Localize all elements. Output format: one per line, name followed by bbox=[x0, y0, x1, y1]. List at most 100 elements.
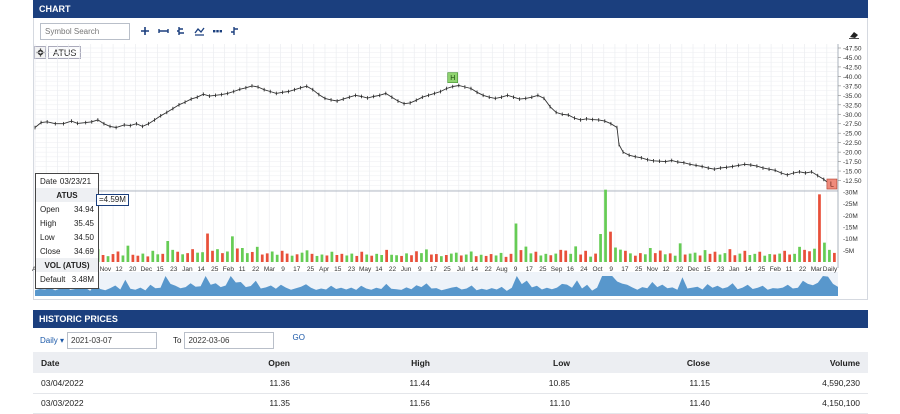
x-tick-label: Jan bbox=[182, 266, 193, 273]
volume-bar bbox=[469, 251, 473, 262]
price-tick-label: -25.00 bbox=[843, 131, 862, 138]
x-tick-label: Jun bbox=[401, 266, 412, 273]
volume-bar bbox=[773, 254, 777, 262]
x-tick-label: 22 bbox=[389, 266, 397, 273]
x-tick-label: 16 bbox=[567, 266, 575, 273]
volume-bar bbox=[624, 250, 627, 262]
volume-bar bbox=[668, 253, 672, 262]
volume-bar bbox=[673, 255, 677, 262]
period-dropdown[interactable]: Daily ▾ bbox=[40, 336, 64, 345]
volume-bar bbox=[156, 254, 160, 262]
volume-bar bbox=[808, 251, 811, 262]
volume-bar bbox=[325, 255, 329, 262]
volume-bar bbox=[449, 253, 453, 262]
dots-icon[interactable] bbox=[208, 23, 226, 40]
volume-bar bbox=[693, 252, 697, 262]
price-tick-label: -27.50 bbox=[843, 121, 862, 128]
x-tick-label: Oct bbox=[593, 266, 603, 273]
volume-bar bbox=[678, 243, 682, 262]
x-axis: Apr24Oct1422Nov1220Dec1523Jan1425Feb1122… bbox=[32, 266, 838, 273]
volume-bar bbox=[569, 253, 573, 262]
x-tick-label: Nov bbox=[100, 266, 112, 273]
ohlc-alt-icon[interactable] bbox=[226, 23, 244, 40]
volume-bar bbox=[101, 255, 105, 262]
volume-bar bbox=[221, 253, 224, 262]
from-date-input[interactable] bbox=[67, 331, 158, 349]
volume-bar bbox=[614, 247, 617, 262]
column-header-close[interactable]: Close bbox=[578, 352, 718, 373]
volume-tick-label: -10M bbox=[843, 236, 858, 243]
volume-bar bbox=[245, 253, 249, 262]
volume-bar bbox=[355, 255, 359, 262]
chart-grid bbox=[34, 44, 839, 268]
volume-bar bbox=[549, 255, 553, 262]
cell-high: 11.44 bbox=[298, 373, 438, 394]
eraser-icon[interactable] bbox=[848, 26, 860, 39]
price-chart[interactable]: -47.50 -45.00 -42.50 -40.00 -37.50 -35.00 -32.… bbox=[0, 0, 900, 300]
volume-bar bbox=[634, 255, 637, 262]
symbol-search-input[interactable] bbox=[40, 22, 130, 40]
volume-bar bbox=[599, 234, 602, 262]
tooltip-value: 34.94 bbox=[73, 204, 94, 214]
historic-prices-table: Date Open High Low Close Volume 03/04/20… bbox=[33, 352, 868, 414]
x-tick-label: 25 bbox=[444, 266, 452, 273]
table-header-row: Date Open High Low Close Volume bbox=[33, 352, 868, 373]
column-header-low[interactable]: Low bbox=[438, 352, 578, 373]
ohlc-tooltip: Date 03/23/21 ATUS Open 34.94 High 35.45 L… bbox=[35, 173, 99, 289]
x-tick-label: 23 bbox=[717, 266, 725, 273]
volume-axis: -30M -25M -20M -15M -10M -5M bbox=[843, 190, 858, 255]
x-tick-label: 23 bbox=[170, 266, 178, 273]
volume-tick-label: -5M bbox=[843, 248, 854, 255]
table-row: 03/03/2022 11.35 11.56 11.10 11.40 4,150… bbox=[33, 393, 868, 414]
volume-bar bbox=[619, 249, 622, 262]
volume-bar bbox=[275, 254, 279, 262]
column-header-open[interactable]: Open bbox=[158, 352, 298, 373]
chart-frame bbox=[33, 18, 868, 300]
volume-bar bbox=[529, 253, 533, 262]
volume-bar bbox=[638, 253, 642, 262]
price-series bbox=[34, 83, 837, 188]
volume-bar bbox=[519, 250, 523, 262]
x-tick-label: Aug bbox=[496, 266, 508, 273]
volume-bar bbox=[295, 254, 299, 262]
x-tick-label: Feb bbox=[770, 266, 782, 273]
volume-bar bbox=[778, 253, 782, 262]
price-tick-label: -47.50 bbox=[843, 46, 862, 53]
x-tick-label: 25 bbox=[635, 266, 643, 273]
volume-bar bbox=[474, 256, 478, 262]
x-tick-label: 14 bbox=[197, 266, 205, 273]
x-tick-label: 22 bbox=[252, 266, 260, 273]
volume-bar bbox=[300, 252, 304, 262]
volume-bar bbox=[305, 250, 309, 262]
tooltip-value: 35.45 bbox=[73, 218, 94, 228]
volume-bar bbox=[494, 255, 498, 262]
volume-bar bbox=[240, 248, 244, 262]
x-tick-label: 9 bbox=[609, 266, 613, 273]
volume-bar bbox=[534, 251, 538, 262]
x-tick-label: 22 bbox=[676, 266, 684, 273]
x-tick-label: 25 bbox=[539, 266, 547, 273]
volume-bar bbox=[509, 253, 513, 262]
ohlc-icon[interactable] bbox=[172, 23, 190, 40]
volume-bar bbox=[196, 252, 199, 262]
volume-bar bbox=[698, 255, 702, 262]
horizontal-line-icon[interactable] bbox=[154, 23, 172, 40]
volume-bar bbox=[554, 253, 558, 262]
go-button[interactable]: GO bbox=[292, 332, 305, 342]
to-date-input[interactable] bbox=[184, 331, 275, 349]
plus-icon[interactable] bbox=[136, 23, 154, 40]
column-header-volume[interactable]: Volume bbox=[718, 352, 868, 373]
tooltip-row-low: Low 34.50 bbox=[36, 230, 98, 244]
volume-bar bbox=[763, 255, 767, 262]
volume-tick-label: -25M bbox=[843, 201, 858, 208]
volume-bar bbox=[166, 241, 170, 262]
column-header-date[interactable]: Date bbox=[33, 352, 158, 373]
volume-bar bbox=[803, 249, 806, 262]
volume-bar bbox=[405, 253, 408, 262]
column-header-high[interactable]: High bbox=[298, 352, 438, 373]
x-tick-label: Feb bbox=[223, 266, 235, 273]
indicator-icon[interactable] bbox=[190, 23, 208, 40]
chart-panel-header: CHART bbox=[33, 0, 868, 18]
volume-tick-label: -30M bbox=[843, 190, 858, 197]
cell-low: 11.10 bbox=[438, 393, 578, 414]
